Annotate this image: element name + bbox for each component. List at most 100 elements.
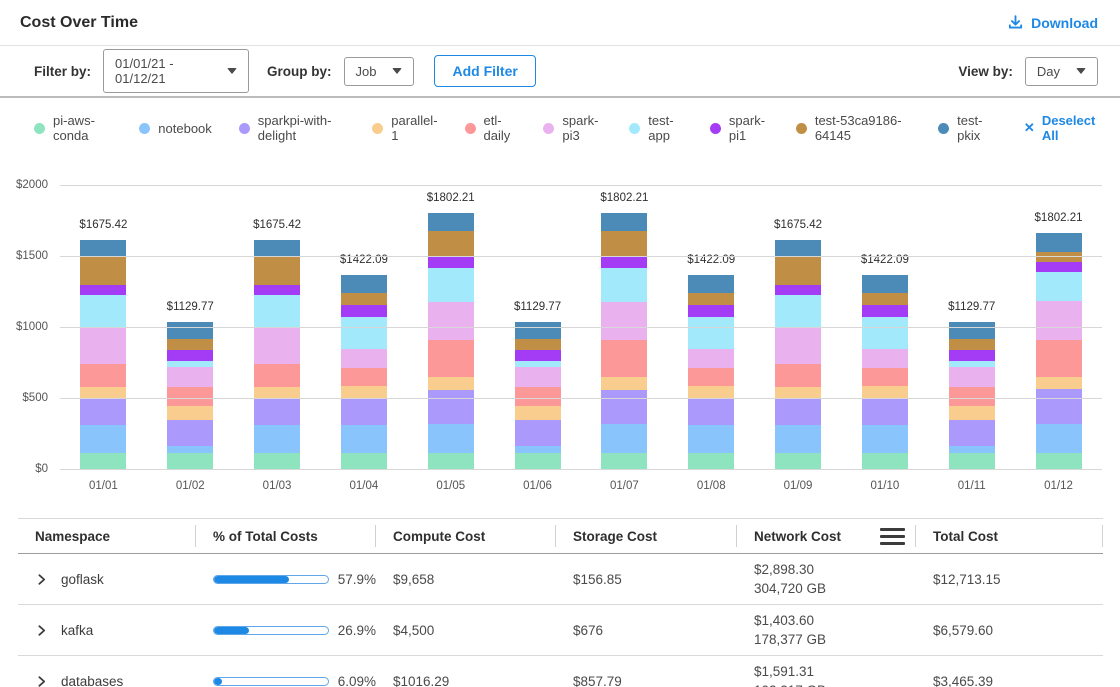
bar-segment-test-app[interactable]: [515, 361, 561, 368]
bar-segment-spark-pi1[interactable]: [688, 305, 734, 317]
bar-segment-spark-pi1[interactable]: [1036, 262, 1082, 272]
bar-segment-etl-daily[interactable]: [688, 368, 734, 386]
column-menu-icon[interactable]: [880, 528, 905, 545]
bar-segment-test-pkix[interactable]: [80, 240, 126, 256]
table-row-kafka[interactable]: kafka26.9%$4,500$676$1,403.60178,377 GB$…: [18, 605, 1103, 656]
bar-segment-parallel-1[interactable]: [428, 377, 474, 390]
bar-segment-test-app[interactable]: [167, 361, 213, 368]
bar-segment-pi-aws-conda[interactable]: [254, 453, 300, 470]
bar-segment-test-53ca9186-64145[interactable]: [515, 339, 561, 351]
deselect-all-button[interactable]: ✕Deselect All: [1024, 113, 1098, 143]
bar-segment-sparkpi-with-delight[interactable]: [775, 399, 821, 425]
bar-segment-spark-pi3[interactable]: [601, 302, 647, 340]
legend-item-parallel-1[interactable]: parallel-1: [372, 113, 437, 143]
bar-segment-test-53ca9186-64145[interactable]: [775, 256, 821, 285]
bar-segment-spark-pi3[interactable]: [428, 302, 474, 340]
bar-segment-sparkpi-with-delight[interactable]: [428, 390, 474, 424]
bar-segment-test-53ca9186-64145[interactable]: [688, 293, 734, 305]
bar-segment-spark-pi3[interactable]: [1036, 301, 1082, 340]
bar-segment-sparkpi-with-delight[interactable]: [949, 420, 995, 446]
bar-segment-etl-daily[interactable]: [949, 387, 995, 406]
bar-segment-test-pkix[interactable]: [167, 322, 213, 339]
bar-segment-test-53ca9186-64145[interactable]: [254, 256, 300, 285]
bar-segment-test-53ca9186-64145[interactable]: [167, 339, 213, 351]
download-button[interactable]: Download: [1007, 14, 1098, 31]
legend-item-notebook[interactable]: notebook: [139, 121, 212, 136]
bar-segment-test-app[interactable]: [341, 317, 387, 349]
bar-segment-pi-aws-conda[interactable]: [949, 453, 995, 470]
bar-segment-parallel-1[interactable]: [515, 406, 561, 420]
bar-segment-spark-pi1[interactable]: [341, 305, 387, 317]
date-range-select[interactable]: 01/01/21 - 01/12/21: [103, 49, 249, 93]
group-by-select[interactable]: Job: [344, 57, 415, 86]
bar-segment-sparkpi-with-delight[interactable]: [601, 390, 647, 424]
bar-segment-test-53ca9186-64145[interactable]: [1036, 252, 1082, 263]
bar-segment-sparkpi-with-delight[interactable]: [341, 398, 387, 425]
bar-segment-notebook[interactable]: [775, 425, 821, 452]
legend-item-etl-daily[interactable]: etl-daily: [465, 113, 517, 143]
bar-segment-test-pkix[interactable]: [515, 322, 561, 339]
legend-item-test-53ca9186-64145[interactable]: test-53ca9186-64145: [796, 113, 911, 143]
bar-segment-pi-aws-conda[interactable]: [515, 453, 561, 470]
bar-segment-test-pkix[interactable]: [341, 275, 387, 293]
bar-segment-test-pkix[interactable]: [688, 275, 734, 293]
bar-segment-sparkpi-with-delight[interactable]: [688, 398, 734, 425]
table-row-databases[interactable]: databases6.09%$1016.29$857.79$1,591.3110…: [18, 656, 1103, 687]
bar-segment-test-app[interactable]: [862, 317, 908, 349]
chevron-right-icon[interactable]: [35, 624, 48, 637]
bar-segment-etl-daily[interactable]: [341, 368, 387, 386]
bar-segment-notebook[interactable]: [949, 446, 995, 453]
bar-segment-spark-pi3[interactable]: [775, 327, 821, 364]
bar-segment-test-53ca9186-64145[interactable]: [428, 231, 474, 257]
bar-segment-spark-pi1[interactable]: [775, 285, 821, 295]
bar-segment-etl-daily[interactable]: [775, 364, 821, 387]
legend-item-test-pkix[interactable]: test-pkix: [938, 113, 993, 143]
bar-segment-pi-aws-conda[interactable]: [80, 453, 126, 470]
bar-segment-pi-aws-conda[interactable]: [1036, 453, 1082, 470]
bar-segment-parallel-1[interactable]: [688, 386, 734, 398]
bar-segment-sparkpi-with-delight[interactable]: [862, 398, 908, 425]
chevron-right-icon[interactable]: [35, 573, 48, 586]
bar-segment-parallel-1[interactable]: [167, 406, 213, 420]
legend-item-test-app[interactable]: test-app: [629, 113, 683, 143]
bar-segment-pi-aws-conda[interactable]: [862, 453, 908, 470]
bar-segment-test-app[interactable]: [601, 268, 647, 302]
bar-segment-test-app[interactable]: [775, 295, 821, 327]
bar-segment-spark-pi3[interactable]: [254, 327, 300, 364]
bar-segment-etl-daily[interactable]: [80, 364, 126, 387]
bar-segment-pi-aws-conda[interactable]: [775, 453, 821, 470]
bar-segment-sparkpi-with-delight[interactable]: [1036, 389, 1082, 424]
bar-segment-test-app[interactable]: [80, 295, 126, 327]
bar-segment-spark-pi1[interactable]: [601, 257, 647, 268]
bar-segment-parallel-1[interactable]: [1036, 377, 1082, 389]
bar-segment-sparkpi-with-delight[interactable]: [254, 399, 300, 425]
bar-segment-spark-pi3[interactable]: [341, 349, 387, 368]
bar-segment-spark-pi3[interactable]: [80, 327, 126, 364]
bar-segment-test-app[interactable]: [254, 295, 300, 327]
bar-segment-spark-pi3[interactable]: [688, 349, 734, 368]
bar-segment-test-app[interactable]: [688, 317, 734, 349]
bar-segment-test-pkix[interactable]: [862, 275, 908, 293]
bar-segment-spark-pi3[interactable]: [949, 367, 995, 386]
bar-segment-pi-aws-conda[interactable]: [428, 453, 474, 470]
table-row-goflask[interactable]: goflask57.9%$9,658$156.85$2,898.30304,72…: [18, 554, 1103, 605]
bar-segment-test-53ca9186-64145[interactable]: [601, 231, 647, 257]
bar-segment-test-pkix[interactable]: [601, 213, 647, 231]
bar-segment-etl-daily[interactable]: [167, 387, 213, 406]
bar-segment-notebook[interactable]: [254, 425, 300, 452]
bar-segment-etl-daily[interactable]: [862, 368, 908, 386]
bar-segment-test-53ca9186-64145[interactable]: [949, 339, 995, 351]
bar-segment-notebook[interactable]: [167, 446, 213, 453]
bar-segment-test-pkix[interactable]: [949, 322, 995, 339]
bar-segment-test-pkix[interactable]: [254, 240, 300, 256]
bar-segment-test-app[interactable]: [949, 361, 995, 368]
bar-segment-parallel-1[interactable]: [949, 406, 995, 420]
bar-segment-pi-aws-conda[interactable]: [601, 453, 647, 470]
bar-segment-test-53ca9186-64145[interactable]: [862, 293, 908, 305]
bar-segment-parallel-1[interactable]: [341, 386, 387, 398]
bar-segment-test-53ca9186-64145[interactable]: [80, 256, 126, 285]
bar-segment-notebook[interactable]: [688, 425, 734, 453]
bar-segment-spark-pi1[interactable]: [80, 285, 126, 295]
view-by-select[interactable]: Day: [1025, 57, 1098, 86]
bar-segment-test-app[interactable]: [428, 268, 474, 302]
